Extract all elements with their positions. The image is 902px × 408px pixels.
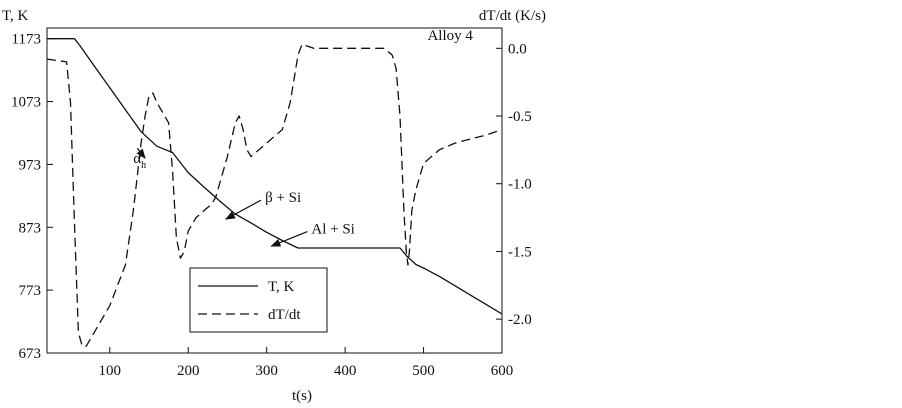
plot-frame bbox=[46, 27, 503, 354]
annotation-label: Alloy 4 bbox=[427, 28, 473, 44]
legend-box bbox=[189, 267, 328, 333]
x-tick-label: 600 bbox=[491, 363, 514, 379]
y-right-tick-label: -2.0 bbox=[508, 312, 532, 328]
x-axis-label: t(s) bbox=[292, 388, 312, 404]
annotation-arrow bbox=[136, 147, 146, 159]
y-left-tick-label: 973 bbox=[19, 157, 42, 173]
annotation-arrow bbox=[270, 231, 308, 247]
y-left-tick-label: 673 bbox=[19, 346, 42, 362]
y-axis-right-label: dT/dt (K/s) bbox=[479, 8, 546, 24]
x-tick-label: 500 bbox=[412, 363, 435, 379]
legend-entry-temperature: T, K bbox=[268, 279, 295, 295]
y-right-tick-label: 0.0 bbox=[508, 41, 527, 57]
y-right-tick-label: -0.5 bbox=[508, 109, 532, 125]
series-line-cooling-rate bbox=[46, 43, 503, 347]
annotation-layer: Alloy 4 αh β + Si Al + Si bbox=[133, 28, 473, 247]
series-line-temperature bbox=[47, 38, 503, 315]
y-right-tick-label: -1.0 bbox=[508, 177, 532, 193]
legend-entry-rate: dT/dt bbox=[268, 307, 301, 323]
y-left-tick-label: 1073 bbox=[11, 95, 41, 111]
x-tick-label: 300 bbox=[255, 363, 278, 379]
y-left-tick-label: 773 bbox=[19, 283, 42, 299]
annotation-label: β + Si bbox=[265, 190, 301, 206]
annotation-label: Al + Si bbox=[311, 222, 354, 238]
y-axis-left-label: T, K bbox=[2, 8, 29, 24]
y-left-tick-label: 1173 bbox=[12, 32, 41, 48]
y-right-tick-label: -1.5 bbox=[508, 244, 532, 260]
annotation-arrow bbox=[224, 199, 262, 220]
ticks-layer: 100 200 300 400 500 600 673 773 873 973 1073 1173 0.… bbox=[11, 32, 532, 379]
x-tick-label: 400 bbox=[334, 363, 357, 379]
legend: T, K dT/dt bbox=[189, 267, 328, 333]
x-tick-label: 200 bbox=[177, 363, 200, 379]
x-tick-label: 100 bbox=[99, 363, 122, 379]
series-layer bbox=[46, 38, 503, 347]
y-left-tick-label: 873 bbox=[19, 220, 42, 236]
annotation-label: αh bbox=[133, 151, 146, 171]
